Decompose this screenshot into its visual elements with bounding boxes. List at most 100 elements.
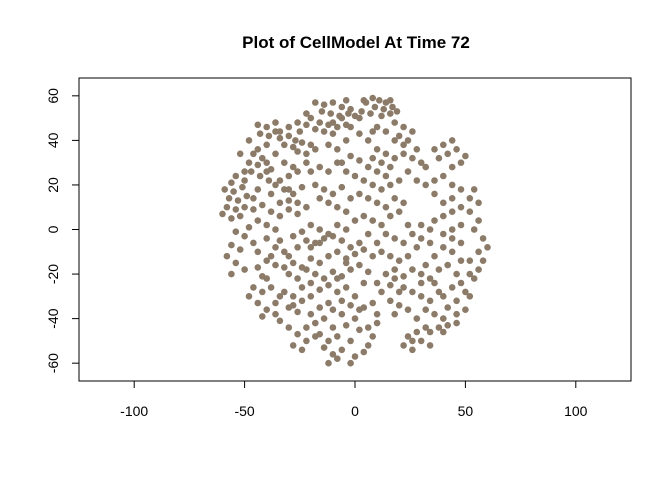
data-point (387, 297, 394, 305)
data-point (347, 123, 354, 131)
data-point (325, 199, 332, 207)
data-point (475, 248, 482, 256)
data-point (289, 259, 297, 267)
data-point (373, 146, 381, 153)
y-tick-label: 40 (45, 132, 61, 148)
data-point (329, 99, 337, 106)
data-point (440, 141, 447, 149)
data-point (426, 342, 434, 349)
x-tick-label: -100 (120, 403, 148, 419)
data-point (334, 355, 341, 363)
data-point (223, 252, 231, 260)
data-point (391, 195, 399, 202)
data-point (422, 163, 430, 171)
data-point (307, 221, 315, 229)
y-tick-label: -40 (45, 308, 61, 328)
data-point (371, 103, 379, 111)
data-point (263, 275, 271, 282)
data-point (298, 264, 306, 271)
data-point (413, 315, 421, 322)
data-point (285, 123, 293, 131)
data-point (470, 226, 478, 233)
data-point (373, 199, 381, 207)
data-point (356, 130, 363, 137)
data-point (470, 186, 478, 193)
data-point (325, 359, 332, 367)
data-point (431, 190, 438, 198)
data-point (232, 206, 240, 213)
data-point (435, 288, 443, 296)
data-point (393, 108, 401, 115)
data-point (417, 337, 425, 345)
data-point (382, 128, 390, 135)
data-point (342, 168, 350, 175)
data-point (228, 179, 235, 186)
data-point (413, 244, 421, 251)
data-point (382, 270, 390, 278)
data-point (369, 217, 377, 224)
data-point (422, 306, 430, 314)
data-point (369, 299, 377, 307)
data-point (457, 221, 465, 229)
data-point (289, 163, 297, 171)
data-point (457, 279, 465, 287)
y-tick-label: 0 (45, 225, 61, 233)
data-point (475, 217, 482, 224)
data-point (325, 299, 332, 307)
data-point (364, 195, 372, 202)
data-point (360, 97, 368, 104)
data-point (391, 119, 399, 126)
data-point (466, 293, 474, 300)
x-tick-label: -50 (234, 403, 254, 419)
data-point (391, 275, 399, 282)
data-point (303, 110, 310, 117)
data-point (320, 235, 328, 242)
data-point (325, 281, 332, 289)
data-point (241, 232, 248, 240)
data-point (417, 235, 425, 242)
data-point (228, 215, 235, 222)
data-point (307, 279, 315, 287)
data-point (234, 197, 242, 204)
data-point (338, 183, 346, 191)
data-point (312, 333, 319, 340)
data-point (219, 210, 226, 218)
data-point (342, 322, 350, 329)
data-point (272, 244, 279, 251)
data-point (265, 177, 273, 184)
data-point (329, 119, 337, 126)
data-point (298, 284, 306, 291)
data-point (320, 101, 328, 108)
data-point (440, 293, 447, 300)
data-point (457, 159, 465, 166)
data-point (360, 177, 368, 184)
data-point (272, 226, 279, 233)
data-point (369, 154, 377, 162)
data-point (294, 148, 301, 155)
data-point (356, 239, 363, 247)
data-point (457, 186, 465, 193)
data-point (391, 235, 399, 242)
data-point (265, 132, 273, 140)
data-point (462, 152, 469, 160)
data-point (272, 299, 279, 307)
data-point (298, 346, 306, 354)
data-point (250, 239, 257, 247)
data-point (289, 143, 297, 151)
data-point (475, 199, 482, 207)
data-point (395, 132, 403, 140)
data-point (422, 324, 430, 331)
data-point (223, 203, 231, 211)
data-point (347, 152, 354, 160)
data-point (400, 273, 407, 280)
data-point (382, 230, 390, 238)
y-tick-label: -60 (45, 353, 61, 373)
data-point (426, 328, 434, 336)
data-point (400, 150, 407, 158)
data-point (263, 123, 271, 131)
data-point (380, 105, 388, 113)
data-point (285, 270, 293, 278)
data-point (285, 172, 293, 180)
data-point (426, 297, 434, 305)
data-point (316, 195, 324, 202)
